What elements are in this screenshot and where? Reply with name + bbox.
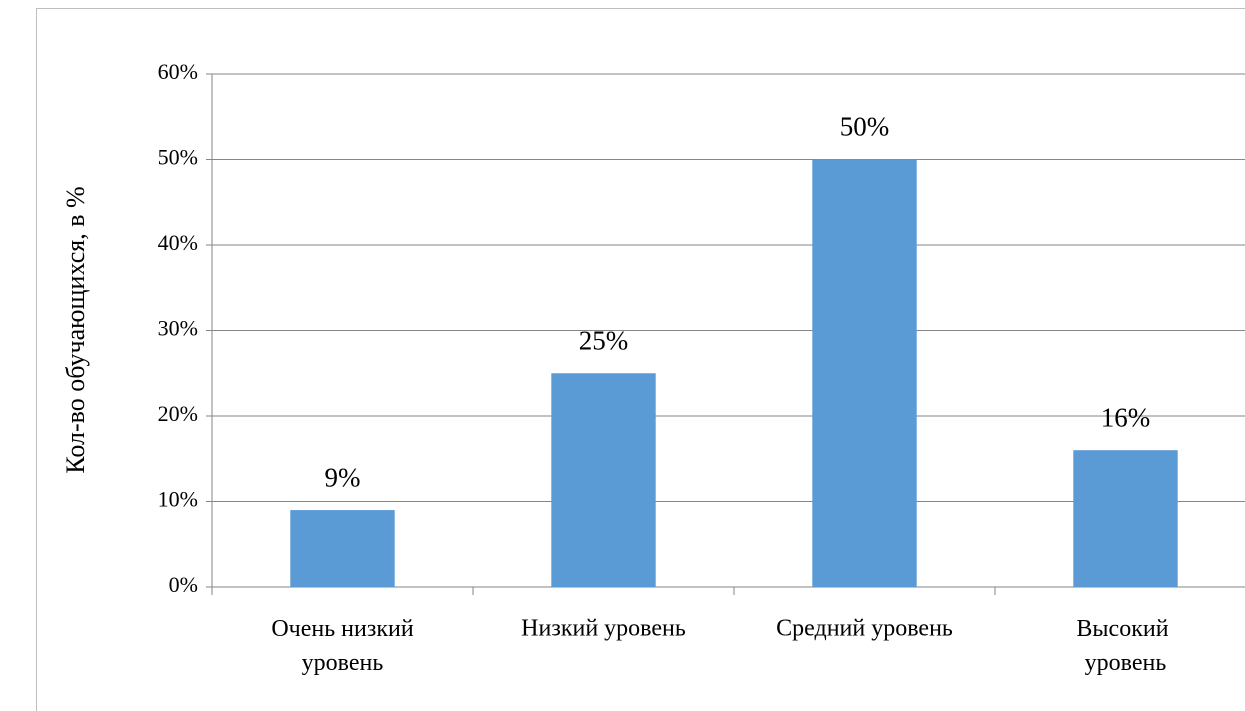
y-tick-label: 0% xyxy=(169,572,198,597)
x-tick-label: Средний уровень xyxy=(776,616,953,642)
y-tick-label: 30% xyxy=(158,316,198,341)
x-tick-label: Низкий уровень xyxy=(521,616,686,642)
data-label: 50% xyxy=(840,112,890,142)
y-axis-label: Кол-во обучающихся, в % xyxy=(61,186,90,473)
chart-frame xyxy=(36,8,1245,711)
y-tick-label: 60% xyxy=(158,59,198,84)
bar xyxy=(551,373,656,587)
x-tick-label: Очень низкий уровень xyxy=(271,616,414,676)
bar xyxy=(290,510,395,587)
y-tick-label: 10% xyxy=(158,487,198,512)
y-tick-label: 40% xyxy=(158,230,198,255)
data-label: 9% xyxy=(325,462,361,492)
y-tick-label: 20% xyxy=(158,401,198,426)
bar xyxy=(812,159,917,587)
x-tick-label: Высокий уровень xyxy=(1076,616,1174,676)
data-label: 16% xyxy=(1101,402,1151,432)
data-label: 25% xyxy=(579,325,629,355)
y-tick-label: 50% xyxy=(158,145,198,170)
bar xyxy=(1073,450,1178,587)
